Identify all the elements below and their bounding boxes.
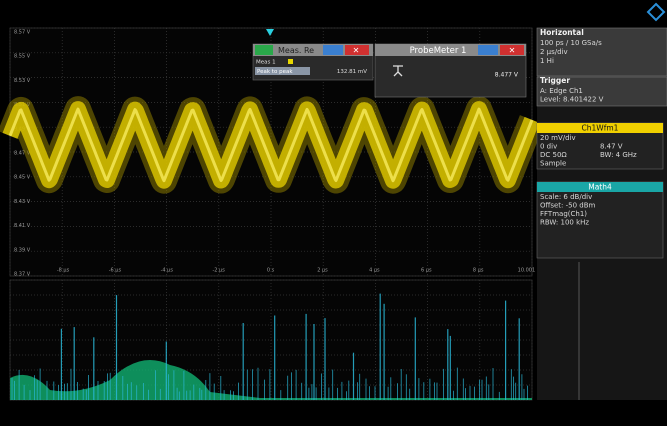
x-axis-label: 4 µs (369, 268, 380, 274)
x-axis-label: -6 µs (109, 268, 122, 274)
ch1-line: 20 mV/div (540, 134, 576, 142)
ch1-line: 8.47 V (600, 143, 623, 151)
x-axis-label: 6 µs (421, 268, 432, 274)
probe-title: ProbeMeter 1 (410, 46, 467, 56)
math4-box[interactable] (536, 181, 664, 259)
meas-title: Meas. Re (278, 46, 314, 55)
x-axis-label: -4 µs (161, 268, 174, 274)
trigger-title: Trigger (540, 76, 570, 85)
ch1-title: Ch1Wfm1 (582, 124, 619, 133)
close-icon: ✕ (353, 46, 360, 55)
y-axis-label: 8.39 V (14, 247, 31, 253)
y-axis-label: 8.57 V (14, 30, 31, 36)
logo-icon[interactable] (646, 2, 666, 22)
x-axis-label: -8 µs (57, 268, 70, 274)
horizontal-line: 2 µs/div (540, 48, 568, 56)
minimize-button[interactable] (478, 45, 498, 55)
ch1-header (537, 123, 663, 133)
ch1-line: DC 50Ω (540, 151, 567, 159)
trigger-marker (266, 29, 274, 36)
meas-param-box (255, 67, 310, 75)
ch1-line: BW: 4 GHz (600, 151, 637, 159)
y-axis-label: 8.53 V (14, 78, 31, 84)
minimize-button[interactable] (323, 45, 343, 55)
meas-value: 132.81 mV (337, 69, 367, 75)
close-icon: ✕ (509, 46, 516, 55)
math4-title: Math4 (588, 183, 612, 192)
x-axis-label: 10.001 µs (518, 268, 543, 274)
horizontal-line: 1 Hi (540, 57, 554, 65)
fft-noise (10, 360, 532, 400)
close-button[interactable] (500, 45, 524, 55)
ch1-line: Sample (540, 160, 566, 168)
math4-header (537, 182, 663, 192)
y-axis-label: 8.47 V (14, 151, 31, 157)
meas-icon[interactable] (255, 45, 273, 55)
close-button[interactable] (345, 45, 369, 55)
math4-line: FFTmag(Ch1) (540, 210, 587, 218)
fft-spectrum (10, 293, 532, 400)
math4-line: Scale: 6 dB/div (540, 193, 592, 201)
meas-param: Peak to peak (257, 69, 293, 75)
y-axis-label: 8.55 V (14, 54, 31, 60)
math4-line: Offset: -50 dBm (540, 202, 596, 210)
horizontal-line: 100 ps / 10 GSa/s (540, 39, 602, 47)
trigger-line: Level: 8.401422 V (540, 96, 604, 104)
y-axis-label: 8.41 V (14, 223, 31, 229)
waveform-core (8, 107, 534, 183)
x-axis-label: 8 µs (473, 268, 484, 274)
x-axis-label: 2 µs (317, 268, 328, 274)
ch1-line: 0 div (540, 143, 557, 151)
y-axis-label: 8.37 V (14, 272, 31, 278)
x-axis-label: 0 s (267, 268, 275, 274)
trigger-box[interactable] (536, 76, 667, 107)
waveform (0, 96, 545, 194)
probe-icon (393, 65, 403, 77)
y-axis-label: 8.45 V (14, 175, 31, 181)
probe-meter-window[interactable]: ProbeMeter 1 ✕ 8.477 V (374, 43, 527, 98)
meas-window[interactable]: Meas. Re ✕ Meas 1 Peak to peak 132.81 mV (252, 43, 374, 81)
math4-line: RBW: 100 kHz (540, 219, 589, 227)
probe-value: 8.477 V (495, 72, 519, 79)
meas-row-label: Meas 1 (256, 60, 276, 66)
horizontal-box[interactable] (536, 27, 667, 77)
meas-color-box (288, 59, 293, 64)
x-axis-label: -2 µs (213, 268, 226, 274)
trigger-line: A: Edge Ch1 (540, 87, 583, 95)
horizontal-title: Horizontal (540, 28, 584, 37)
y-axis-label: 8.43 V (14, 199, 31, 205)
